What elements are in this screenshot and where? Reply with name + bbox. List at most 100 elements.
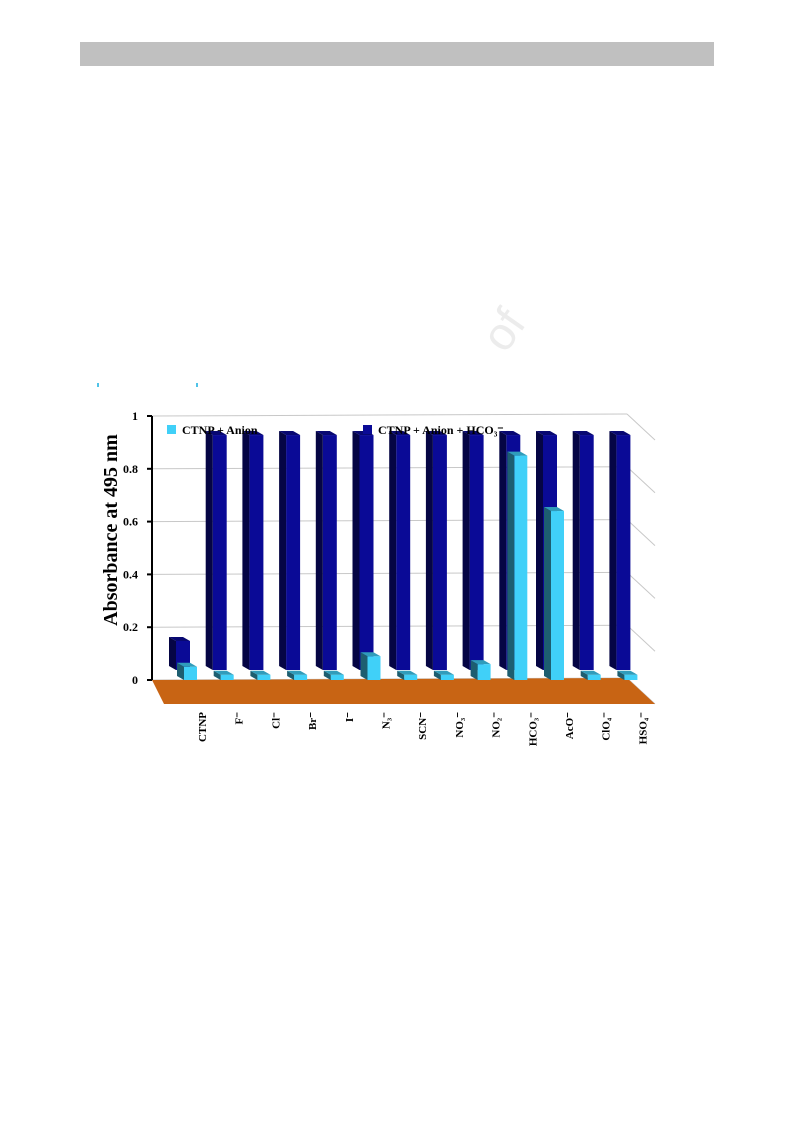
legend: CTNP + Anion CTNP + Anion + HCO₃⁻ — [167, 423, 504, 437]
x-tick-label: NO₃⁻ — [454, 712, 466, 738]
back-bar-side — [315, 431, 323, 670]
x-tick-label: HSO₄⁻ — [637, 712, 649, 745]
y-axis: 0 0.2 0.4 0.6 0.8 1 — [123, 409, 153, 687]
back-bar-face — [432, 435, 447, 670]
front-bar-top — [580, 670, 601, 675]
scan-mark — [97, 383, 99, 387]
x-tick-label: F⁻ — [234, 712, 246, 725]
x-tick-label: HCO₃⁻ — [527, 712, 539, 746]
back-bar-side — [352, 431, 360, 670]
x-tick-label: I⁻ — [344, 712, 356, 722]
gridline — [151, 413, 628, 417]
back-bar-side — [279, 431, 287, 670]
gridline-side — [626, 466, 656, 494]
back-bar-top — [609, 431, 631, 436]
y-tick-label: 0.8 — [123, 462, 138, 476]
back-bar — [389, 431, 411, 670]
front-bar-top — [397, 670, 418, 675]
front-bar-side — [397, 670, 405, 680]
front-bar-top — [323, 670, 344, 675]
back-bar-top — [389, 431, 411, 436]
x-tick-label: CTNP — [197, 712, 209, 742]
front-bar — [397, 670, 418, 680]
back-bar — [242, 431, 264, 670]
front-bar-top — [287, 670, 308, 675]
x-axis-labels: CTNP F⁻ Cl⁻ Br⁻ I⁻ N₃⁻ SCN⁻ NO₃⁻ NO₂⁻ HCO₃⁻ AcO⁻ Cl… — [197, 712, 649, 746]
back-bar-top — [425, 431, 447, 436]
front-bar-top — [250, 670, 271, 675]
back-bar-side — [499, 431, 507, 670]
back-bar-side — [462, 431, 470, 670]
back-bar-face — [249, 435, 264, 670]
back-bar — [609, 431, 631, 670]
gridline-side — [626, 624, 656, 652]
front-bar-face — [367, 656, 381, 680]
front-bar-top — [544, 507, 564, 512]
front-bar-face — [551, 511, 564, 680]
front-bar-face — [294, 674, 308, 680]
front-bar — [250, 670, 271, 680]
front-bar-face — [587, 674, 601, 680]
back-bar-face — [579, 435, 594, 670]
x-tick-label: AcO⁻ — [564, 712, 576, 739]
scan-mark — [196, 383, 198, 387]
back-bar-top — [205, 431, 227, 436]
series-front-bars — [177, 451, 638, 680]
x-tick-label: ClO₄⁻ — [601, 712, 613, 741]
front-bar-face — [404, 674, 418, 680]
front-bar-face — [184, 666, 197, 680]
gridline-side — [626, 572, 656, 599]
y-tick-label: 0.4 — [123, 567, 138, 581]
gridline-side — [626, 519, 656, 546]
front-bar-side — [470, 660, 478, 680]
back-bar — [169, 636, 190, 670]
front-bar-face — [440, 674, 454, 680]
front-bar-side — [360, 652, 368, 680]
front-bar — [323, 670, 344, 680]
front-bar — [360, 652, 381, 680]
back-bar-top — [279, 431, 301, 436]
front-bar-side — [213, 670, 221, 680]
y-tick-label: 0 — [132, 673, 138, 687]
back-bar-side — [572, 431, 580, 670]
back-bar-side — [536, 431, 543, 670]
back-bar-top — [462, 431, 484, 436]
front-bar — [507, 451, 528, 680]
front-bar-side — [250, 670, 258, 680]
back-bar — [572, 431, 594, 670]
back-bar-side — [425, 431, 433, 670]
series-back-bars — [169, 431, 631, 670]
x-tick-label: NO₂⁻ — [491, 712, 503, 738]
front-bar-side — [287, 670, 295, 680]
front-bar-top — [470, 660, 491, 665]
front-bar-side — [617, 670, 625, 680]
front-bar — [580, 670, 601, 680]
back-bar — [352, 431, 374, 670]
back-bar-face — [359, 435, 374, 670]
back-bar-face — [396, 435, 411, 670]
legend-label: CTNP + Anion + HCO₃⁻ — [378, 423, 504, 437]
front-bar-face — [624, 674, 638, 680]
front-bar-side — [433, 670, 441, 680]
front-bar-face — [514, 455, 528, 680]
front-bar-face — [257, 674, 271, 680]
back-bar-top — [315, 431, 337, 436]
x-tick-label: Br⁻ — [307, 712, 319, 730]
front-bar-top — [617, 670, 638, 675]
legend-swatch — [363, 425, 372, 434]
back-bar-face — [176, 640, 190, 670]
front-bar-top — [433, 670, 454, 675]
back-bar — [425, 431, 447, 670]
legend-label: CTNP + Anion — [182, 423, 258, 437]
back-bar — [315, 431, 337, 670]
back-bar-top — [572, 431, 594, 436]
front-bar-face — [330, 674, 344, 680]
front-bar — [213, 670, 234, 680]
front-bar-face — [477, 664, 491, 680]
back-bar-face — [286, 435, 301, 670]
y-axis-label: Absorbance at 495 nm — [100, 434, 122, 626]
x-tick-label: N₃⁻ — [381, 712, 393, 729]
back-bar-face — [469, 435, 484, 670]
back-bar-face — [616, 435, 631, 670]
back-bar — [279, 431, 301, 670]
